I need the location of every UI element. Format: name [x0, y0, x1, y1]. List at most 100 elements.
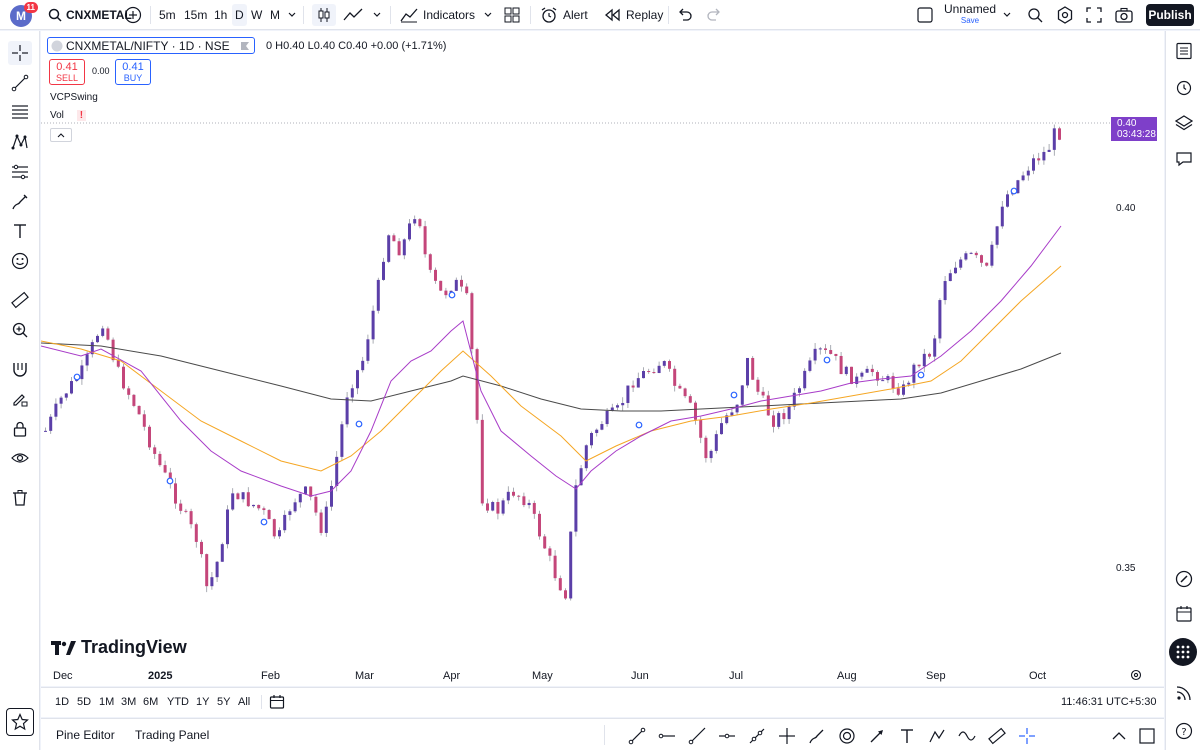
alert-button[interactable]: Alert — [540, 0, 588, 30]
interval-w[interactable]: W — [251, 8, 263, 22]
object-tree-button[interactable] — [1172, 111, 1196, 135]
layout-dropdown[interactable] — [1002, 0, 1012, 30]
alerts-button[interactable] — [1172, 75, 1196, 99]
magnet-tool[interactable] — [8, 357, 32, 381]
watchlist-button[interactable] — [1172, 39, 1196, 63]
indicator-vol[interactable]: Vol ! — [50, 110, 87, 121]
hide-drawings-tool[interactable] — [8, 446, 32, 470]
trend-line-tool[interactable] — [8, 71, 32, 95]
pattern-tool[interactable] — [8, 130, 32, 154]
sine-wave-icon[interactable] — [958, 727, 976, 745]
pine-editor-tab[interactable]: Pine Editor — [56, 728, 115, 742]
sell-button[interactable]: 0.41 SELL — [49, 59, 85, 85]
calendar-button[interactable] — [1172, 602, 1196, 626]
time-axis[interactable]: Dec 2025 Feb Mar Apr May Jun Jul Aug Sep… — [41, 664, 1164, 686]
emoji-tool[interactable] — [8, 249, 32, 273]
ideas-button[interactable] — [1172, 567, 1196, 591]
range-5d[interactable]: 5D — [77, 696, 92, 708]
layout-toggle-checkbox[interactable] — [917, 0, 933, 30]
range-1d[interactable]: 1D — [55, 696, 70, 708]
chart-type-dropdown[interactable] — [372, 0, 382, 30]
range-6m[interactable]: 6M — [143, 696, 159, 708]
range-3m[interactable]: 3M — [121, 696, 137, 708]
horizontal-ray-icon[interactable] — [658, 727, 676, 745]
symbol-legend[interactable]: CNXMETAL/NIFTY · 1D · NSE — [47, 37, 255, 54]
crosshair-icon[interactable] — [1018, 727, 1036, 745]
buy-label: BUY — [123, 73, 143, 83]
publish-button[interactable]: Publish — [1146, 4, 1194, 26]
interval-15m[interactable]: 15m — [184, 8, 208, 22]
chart-type-candles[interactable] — [312, 4, 336, 26]
crosshair-tool[interactable] — [8, 41, 32, 65]
layouts-button[interactable] — [504, 0, 520, 30]
target-icon[interactable] — [838, 727, 856, 745]
stay-in-drawing-tool[interactable] — [8, 387, 32, 411]
indicators-button[interactable]: Indicators — [400, 0, 475, 30]
fib-tool[interactable] — [8, 100, 32, 124]
range-all[interactable]: All — [238, 696, 251, 708]
lock-drawings-tool[interactable] — [8, 417, 32, 441]
fullscreen-button[interactable] — [1086, 0, 1102, 30]
extended-line-icon[interactable] — [718, 727, 736, 745]
help-button[interactable]: ? — [1172, 719, 1196, 743]
arrow-marker-icon[interactable] — [868, 727, 886, 745]
interval-1h[interactable]: 1h — [214, 8, 228, 22]
interval-5m[interactable]: 5m — [159, 8, 176, 22]
symbol-search[interactable]: CNXMETAL — [48, 0, 132, 30]
range-1m[interactable]: 1M — [99, 696, 115, 708]
redo-button[interactable] — [706, 0, 722, 30]
warning-icon[interactable]: ! — [76, 110, 87, 121]
products-button[interactable] — [1169, 638, 1197, 666]
ruler-icon[interactable] — [988, 727, 1006, 745]
measure-tool[interactable] — [8, 288, 32, 312]
snapshot-button[interactable] — [1115, 0, 1133, 30]
text-tool[interactable] — [8, 219, 32, 243]
candle-body — [678, 385, 682, 389]
swing-marker — [73, 373, 81, 381]
forecast-tool[interactable] — [8, 160, 32, 184]
favorites-tool[interactable] — [6, 708, 34, 736]
info-line-icon[interactable] — [748, 727, 766, 745]
indicator-vcpswing[interactable]: VCPSwing — [50, 92, 98, 103]
goto-date-icon[interactable] — [269, 694, 285, 710]
buy-button[interactable]: 0.41 BUY — [115, 59, 151, 85]
trend-line-icon[interactable] — [628, 727, 646, 745]
chevron-up-icon[interactable] — [1110, 727, 1128, 745]
candle-body — [704, 437, 708, 459]
range-5y[interactable]: 5Y — [217, 696, 231, 708]
remove-drawings-tool[interactable] — [8, 486, 32, 510]
brush-icon[interactable] — [808, 727, 826, 745]
maximize-panel-icon[interactable] — [1138, 727, 1156, 745]
settings-button[interactable] — [1056, 0, 1074, 30]
path-icon[interactable] — [928, 727, 946, 745]
trading-panel-tab[interactable]: Trading Panel — [135, 728, 210, 742]
cross-line-icon[interactable] — [778, 727, 796, 745]
interval-dropdown[interactable] — [287, 0, 297, 30]
axis-settings-icon[interactable] — [1130, 669, 1142, 681]
chats-button[interactable] — [1172, 147, 1196, 171]
collapse-legend-button[interactable] — [50, 128, 72, 142]
range-ytd[interactable]: YTD — [167, 696, 189, 708]
price-chart-svg[interactable] — [41, 31, 1164, 664]
tradingview-logo[interactable]: TradingView — [51, 637, 187, 658]
layout-name-button[interactable]: Unnamed Save — [944, 0, 996, 30]
divider — [303, 6, 304, 24]
ray-icon[interactable] — [688, 727, 706, 745]
undo-button[interactable] — [677, 0, 693, 30]
replay-button[interactable]: Replay — [603, 0, 663, 30]
indicators-dropdown[interactable] — [483, 0, 493, 30]
text-icon[interactable] — [898, 727, 916, 745]
brush-tool[interactable] — [8, 190, 32, 214]
interval-d[interactable]: D — [232, 4, 247, 26]
compare-button[interactable] — [124, 0, 142, 30]
zoom-tool[interactable] — [8, 318, 32, 342]
quick-search-button[interactable] — [1026, 0, 1044, 30]
timezone-clock[interactable]: 11:46:31 UTC+5:30 — [1061, 696, 1157, 708]
chart-pane[interactable]: CNXMETAL/NIFTY · 1D · NSE 0 H0.40 L0.40 … — [41, 31, 1164, 686]
signal-button[interactable] — [1172, 681, 1196, 705]
chart-type-line[interactable] — [343, 0, 363, 30]
range-1y[interactable]: 1Y — [196, 696, 210, 708]
interval-m[interactable]: M — [270, 8, 280, 22]
user-avatar[interactable]: M 11 — [10, 2, 38, 27]
svg-text:?: ? — [1181, 727, 1186, 738]
